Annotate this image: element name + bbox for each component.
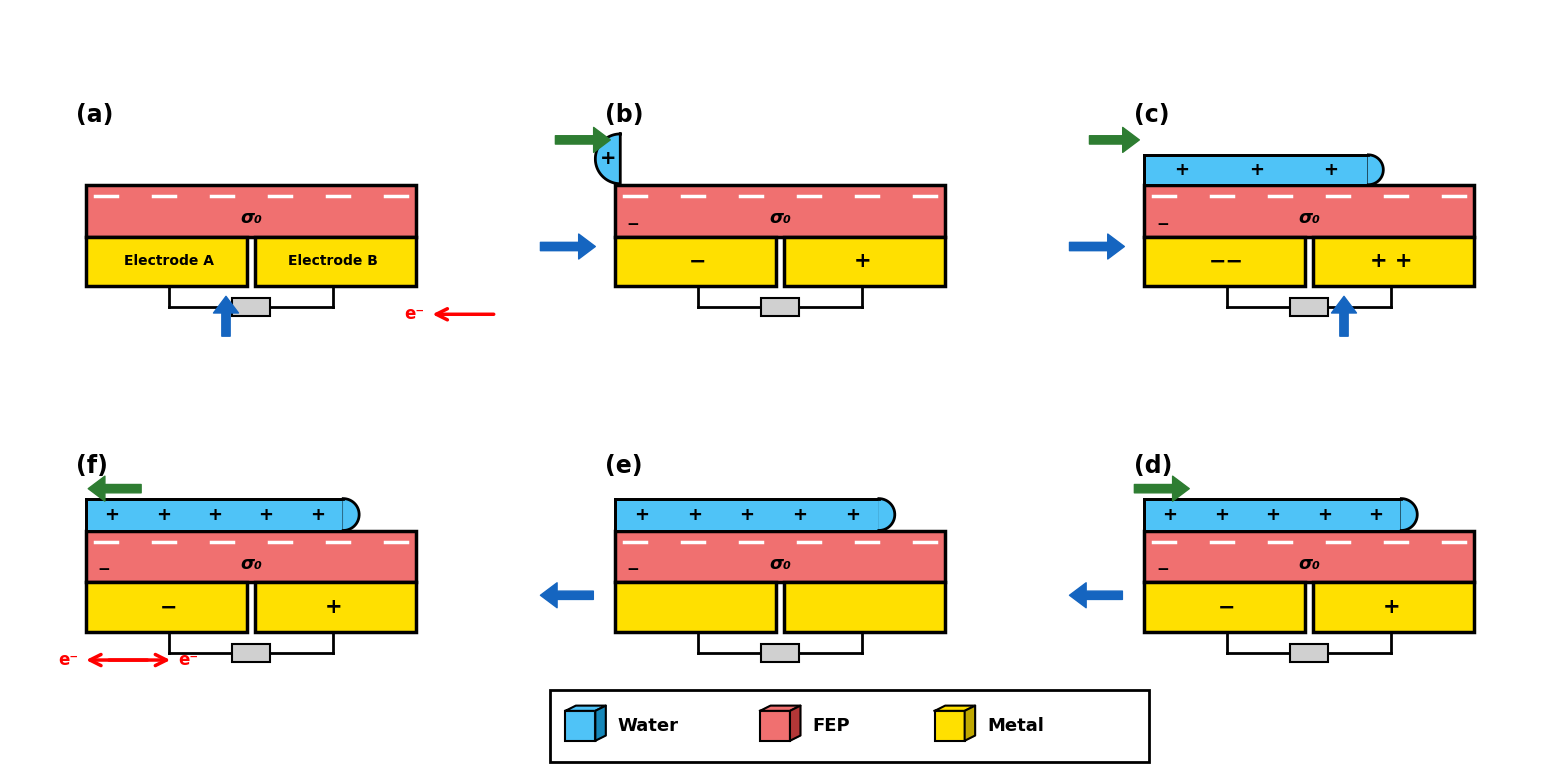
Bar xyxy=(616,583,776,632)
Text: +: + xyxy=(1249,161,1264,179)
Polygon shape xyxy=(1402,498,1417,530)
Bar xyxy=(86,237,246,287)
Text: +: + xyxy=(792,505,808,523)
Polygon shape xyxy=(1369,155,1383,185)
Bar xyxy=(761,711,790,740)
Text: (b): (b) xyxy=(605,103,644,127)
Polygon shape xyxy=(566,705,606,711)
Text: −: − xyxy=(98,562,111,577)
Text: +: + xyxy=(600,149,616,169)
Bar xyxy=(1144,237,1305,287)
Text: (d): (d) xyxy=(1135,454,1172,478)
Text: +: + xyxy=(1174,161,1190,179)
Text: (a): (a) xyxy=(76,103,114,127)
Bar xyxy=(1144,530,1473,583)
Text: FEP: FEP xyxy=(812,717,850,735)
Text: +: + xyxy=(1324,161,1339,179)
Text: σ₀: σ₀ xyxy=(1299,209,1320,227)
Bar xyxy=(784,583,945,632)
Text: Metal: Metal xyxy=(987,717,1045,735)
Bar xyxy=(616,237,776,287)
Text: +: + xyxy=(739,505,755,523)
Text: −: − xyxy=(627,216,639,232)
Bar xyxy=(616,530,945,583)
Bar xyxy=(256,583,416,632)
Bar xyxy=(1291,298,1328,316)
Bar xyxy=(256,237,416,287)
Text: +: + xyxy=(324,597,341,617)
Bar xyxy=(1144,185,1473,237)
Text: −: − xyxy=(1155,216,1169,232)
Polygon shape xyxy=(965,705,974,740)
Text: −: − xyxy=(1155,562,1169,577)
Bar xyxy=(1313,237,1473,287)
Text: σ₀: σ₀ xyxy=(769,209,790,227)
Bar xyxy=(616,498,879,530)
Text: σ₀: σ₀ xyxy=(1299,555,1320,573)
Bar xyxy=(1291,644,1328,662)
Text: +: + xyxy=(1266,505,1280,523)
Text: (e): (e) xyxy=(605,454,642,478)
Bar xyxy=(761,298,798,316)
Polygon shape xyxy=(879,498,895,530)
Text: σ₀: σ₀ xyxy=(240,209,262,227)
Polygon shape xyxy=(596,705,606,740)
Text: (f): (f) xyxy=(76,454,108,478)
Bar xyxy=(86,498,343,530)
Bar xyxy=(550,690,1149,761)
Text: Electrode A: Electrode A xyxy=(123,255,214,269)
Bar xyxy=(232,298,270,316)
Text: σ₀: σ₀ xyxy=(240,555,262,573)
Text: +: + xyxy=(1369,505,1383,523)
Bar xyxy=(616,185,945,237)
Polygon shape xyxy=(596,134,620,184)
Text: e⁻: e⁻ xyxy=(404,305,424,323)
Text: +: + xyxy=(259,505,273,523)
Text: e⁻: e⁻ xyxy=(58,651,78,669)
Bar xyxy=(761,644,798,662)
Text: +: + xyxy=(845,505,861,523)
Text: +: + xyxy=(1214,505,1228,523)
Bar xyxy=(1144,583,1305,632)
Text: +: + xyxy=(207,505,223,523)
Text: +: + xyxy=(1163,505,1177,523)
Text: −: − xyxy=(627,562,639,577)
Text: +: + xyxy=(853,251,871,272)
Text: +: + xyxy=(1383,597,1400,617)
Text: +: + xyxy=(1317,505,1331,523)
Text: −: − xyxy=(161,597,178,617)
Text: + +: + + xyxy=(1370,251,1412,272)
Text: +: + xyxy=(688,505,702,523)
Text: Water: Water xyxy=(617,717,678,735)
Polygon shape xyxy=(935,705,974,711)
Bar xyxy=(86,583,246,632)
Text: e⁻: e⁻ xyxy=(178,651,198,669)
Text: +: + xyxy=(104,505,120,523)
Text: −: − xyxy=(689,251,706,272)
Text: σ₀: σ₀ xyxy=(769,555,790,573)
Text: (c): (c) xyxy=(1135,103,1169,127)
Bar xyxy=(1313,583,1473,632)
Text: −−: −− xyxy=(1210,251,1244,272)
Polygon shape xyxy=(761,705,800,711)
Polygon shape xyxy=(343,498,359,530)
Bar xyxy=(935,711,965,740)
Bar xyxy=(86,530,416,583)
Bar xyxy=(784,237,945,287)
Text: Electrode B: Electrode B xyxy=(288,255,379,269)
Text: +: + xyxy=(635,505,649,523)
Polygon shape xyxy=(790,705,800,740)
Text: +: + xyxy=(156,505,171,523)
Bar xyxy=(1144,498,1402,530)
Bar xyxy=(232,644,270,662)
Bar xyxy=(566,711,596,740)
Bar xyxy=(86,185,416,237)
Text: +: + xyxy=(310,505,324,523)
Bar xyxy=(1144,155,1369,185)
Text: −: − xyxy=(1218,597,1235,617)
